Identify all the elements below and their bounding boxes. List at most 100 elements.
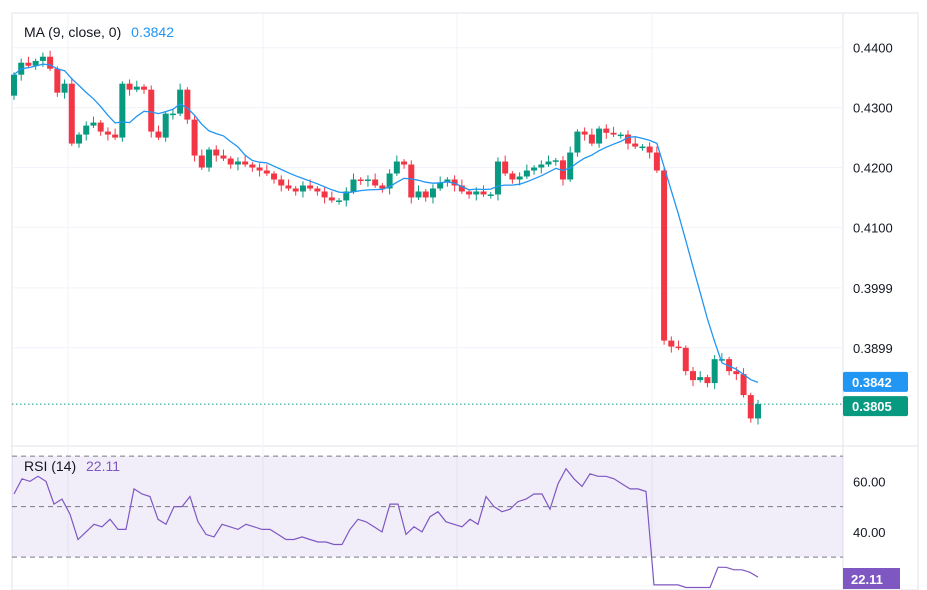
rsi-tick-label: 40.00 xyxy=(853,525,886,540)
candle xyxy=(661,168,668,345)
candle-body xyxy=(307,185,314,189)
candle xyxy=(596,126,603,148)
candle-body xyxy=(32,60,39,66)
ma-line xyxy=(13,63,759,384)
candle-body xyxy=(299,185,306,192)
candle xyxy=(393,155,400,176)
candle xyxy=(364,175,371,187)
candle-body xyxy=(285,185,292,189)
candle-body xyxy=(581,131,588,135)
candle xyxy=(509,171,516,184)
candle xyxy=(343,187,350,207)
candle xyxy=(220,149,227,161)
candle xyxy=(191,115,198,162)
candle xyxy=(278,175,285,192)
candle-body xyxy=(675,346,682,349)
candle-body xyxy=(567,152,574,180)
candle xyxy=(206,147,213,172)
candle-body xyxy=(415,191,422,198)
candle xyxy=(198,149,205,170)
candle xyxy=(227,156,234,169)
candle-body xyxy=(162,113,169,138)
candle-body xyxy=(119,83,126,138)
candle-body xyxy=(711,359,718,384)
candle-body xyxy=(155,131,162,138)
candle xyxy=(299,181,306,198)
candle xyxy=(133,80,140,93)
candle xyxy=(263,164,270,176)
candle-body xyxy=(516,176,523,180)
candle-body xyxy=(76,134,83,144)
candle-body xyxy=(97,122,104,132)
candle-body xyxy=(480,191,487,195)
candle-body xyxy=(350,179,357,192)
candle xyxy=(61,79,68,99)
price-tick-label: 0.4200 xyxy=(853,161,893,176)
candle xyxy=(155,125,162,140)
candle-body xyxy=(198,155,205,168)
candle xyxy=(184,87,191,124)
candle-body xyxy=(624,134,631,144)
candle-body xyxy=(112,134,119,138)
candle xyxy=(285,179,292,191)
candle-body xyxy=(321,191,328,198)
candle xyxy=(336,198,343,205)
candle xyxy=(386,169,393,195)
candle-body xyxy=(429,188,436,198)
candle-body xyxy=(588,134,595,144)
candle xyxy=(372,173,379,188)
candle-body xyxy=(278,179,285,186)
candle-body xyxy=(531,167,538,171)
candle xyxy=(401,159,408,169)
candle-body xyxy=(697,377,704,381)
candle xyxy=(538,160,545,174)
candle xyxy=(408,160,415,204)
candle-body xyxy=(466,191,473,195)
candle-body xyxy=(458,185,465,192)
candle-body xyxy=(242,161,249,165)
candle xyxy=(76,132,83,148)
candle xyxy=(292,186,299,196)
candle-body xyxy=(169,113,176,116)
candle xyxy=(126,79,133,96)
candle xyxy=(429,184,436,204)
candle xyxy=(646,142,653,159)
candle-body xyxy=(718,359,725,361)
rsi-badge-bg xyxy=(843,568,900,589)
candle-body xyxy=(408,164,415,198)
candle-body xyxy=(509,173,516,180)
candle xyxy=(32,58,39,70)
candle xyxy=(437,176,444,191)
candle-body xyxy=(148,89,155,132)
candle xyxy=(90,116,97,128)
candle xyxy=(718,353,725,362)
candle-body xyxy=(61,83,68,93)
rsi-legend-label: RSI (14) xyxy=(24,458,77,474)
candle-body xyxy=(386,173,393,189)
candle xyxy=(25,56,32,69)
candle xyxy=(682,345,689,376)
candle xyxy=(711,354,718,390)
candle xyxy=(54,66,61,97)
candle xyxy=(350,173,357,194)
candle-body xyxy=(747,395,754,419)
candle-body xyxy=(234,161,241,165)
candle xyxy=(480,185,487,197)
candle-body xyxy=(141,86,148,90)
candle-body xyxy=(653,152,660,171)
candle xyxy=(639,144,646,151)
candle-body xyxy=(689,371,696,381)
candle-body xyxy=(740,374,747,396)
last-price-badge-bg xyxy=(843,396,908,417)
candle xyxy=(104,127,111,141)
candle xyxy=(747,392,754,423)
candle-body xyxy=(213,149,220,156)
last-price-badge: 0.3805 xyxy=(852,399,892,414)
candle xyxy=(213,145,220,162)
candle-body xyxy=(271,173,278,180)
candle-body xyxy=(263,170,270,174)
candle xyxy=(112,128,119,140)
candle xyxy=(314,186,321,196)
candle-body xyxy=(11,74,17,96)
